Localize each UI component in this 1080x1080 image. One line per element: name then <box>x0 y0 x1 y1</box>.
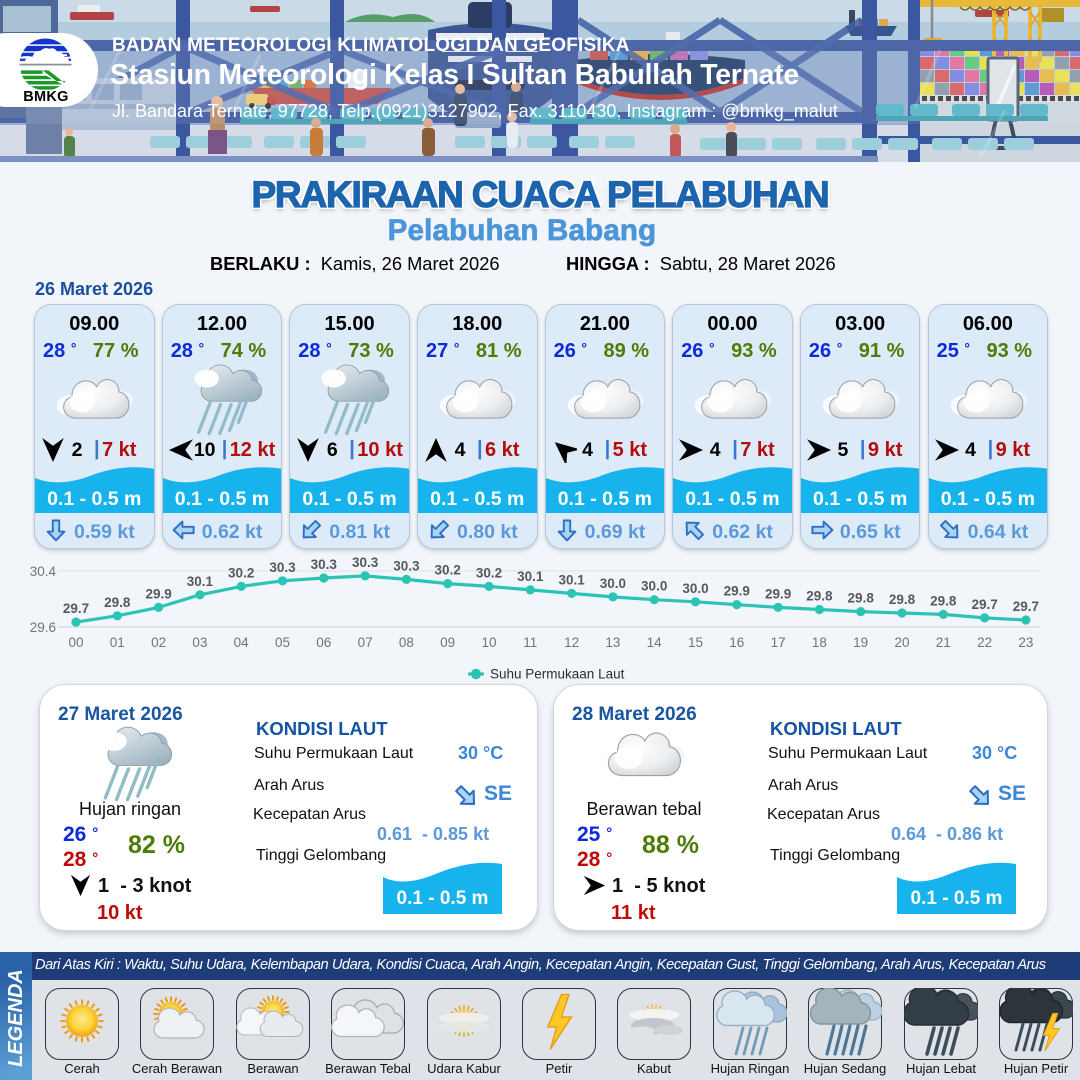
svg-text:08: 08 <box>399 635 414 650</box>
svg-text:02: 02 <box>151 635 166 650</box>
svg-text:29.7: 29.7 <box>1013 599 1039 614</box>
svg-text:12: 12 <box>564 635 579 650</box>
svg-text:18: 18 <box>812 635 827 650</box>
svg-text:30.3: 30.3 <box>269 560 296 575</box>
svg-text:15: 15 <box>688 635 703 650</box>
svg-text:29.9: 29.9 <box>145 586 171 601</box>
svg-text:30.3: 30.3 <box>352 555 379 570</box>
svg-text:04: 04 <box>234 635 250 650</box>
svg-text:09: 09 <box>440 635 455 650</box>
svg-text:29.8: 29.8 <box>104 595 131 610</box>
svg-text:30.1: 30.1 <box>517 569 544 584</box>
svg-text:20: 20 <box>894 635 909 650</box>
svg-text:19: 19 <box>853 635 868 650</box>
svg-text:30.3: 30.3 <box>311 557 338 572</box>
svg-text:29.8: 29.8 <box>848 591 875 606</box>
svg-text:30.0: 30.0 <box>600 576 626 591</box>
svg-text:23: 23 <box>1018 635 1033 650</box>
svg-text:05: 05 <box>275 635 290 650</box>
svg-text:16: 16 <box>729 635 744 650</box>
svg-text:30.0: 30.0 <box>641 579 667 594</box>
svg-text:30.3: 30.3 <box>393 558 420 573</box>
svg-text:Suhu Permukaan Laut: Suhu Permukaan Laut <box>490 667 625 682</box>
svg-text:30.4: 30.4 <box>30 564 57 579</box>
svg-text:21: 21 <box>936 635 951 650</box>
svg-text:29.7: 29.7 <box>63 601 89 616</box>
svg-text:29.8: 29.8 <box>806 589 833 604</box>
svg-text:29.9: 29.9 <box>724 584 750 599</box>
svg-text:30.2: 30.2 <box>476 565 502 580</box>
svg-text:10: 10 <box>481 635 496 650</box>
svg-text:14: 14 <box>647 635 663 650</box>
svg-text:30.2: 30.2 <box>228 565 254 580</box>
svg-text:30.1: 30.1 <box>558 572 585 587</box>
svg-text:29.8: 29.8 <box>930 593 957 608</box>
svg-text:11: 11 <box>523 635 537 650</box>
svg-text:00: 00 <box>68 635 83 650</box>
svg-text:29.6: 29.6 <box>30 620 56 635</box>
svg-text:13: 13 <box>605 635 620 650</box>
svg-text:29.7: 29.7 <box>971 597 997 612</box>
svg-text:06: 06 <box>316 635 331 650</box>
svg-text:30.2: 30.2 <box>435 563 461 578</box>
svg-text:01: 01 <box>110 635 125 650</box>
svg-text:17: 17 <box>771 635 786 650</box>
svg-text:29.9: 29.9 <box>765 586 791 601</box>
svg-text:07: 07 <box>358 635 373 650</box>
svg-text:03: 03 <box>192 635 207 650</box>
svg-text:29.8: 29.8 <box>889 592 916 607</box>
svg-text:30.1: 30.1 <box>187 574 214 589</box>
svg-text:22: 22 <box>977 635 992 650</box>
svg-text:30.0: 30.0 <box>682 581 708 596</box>
